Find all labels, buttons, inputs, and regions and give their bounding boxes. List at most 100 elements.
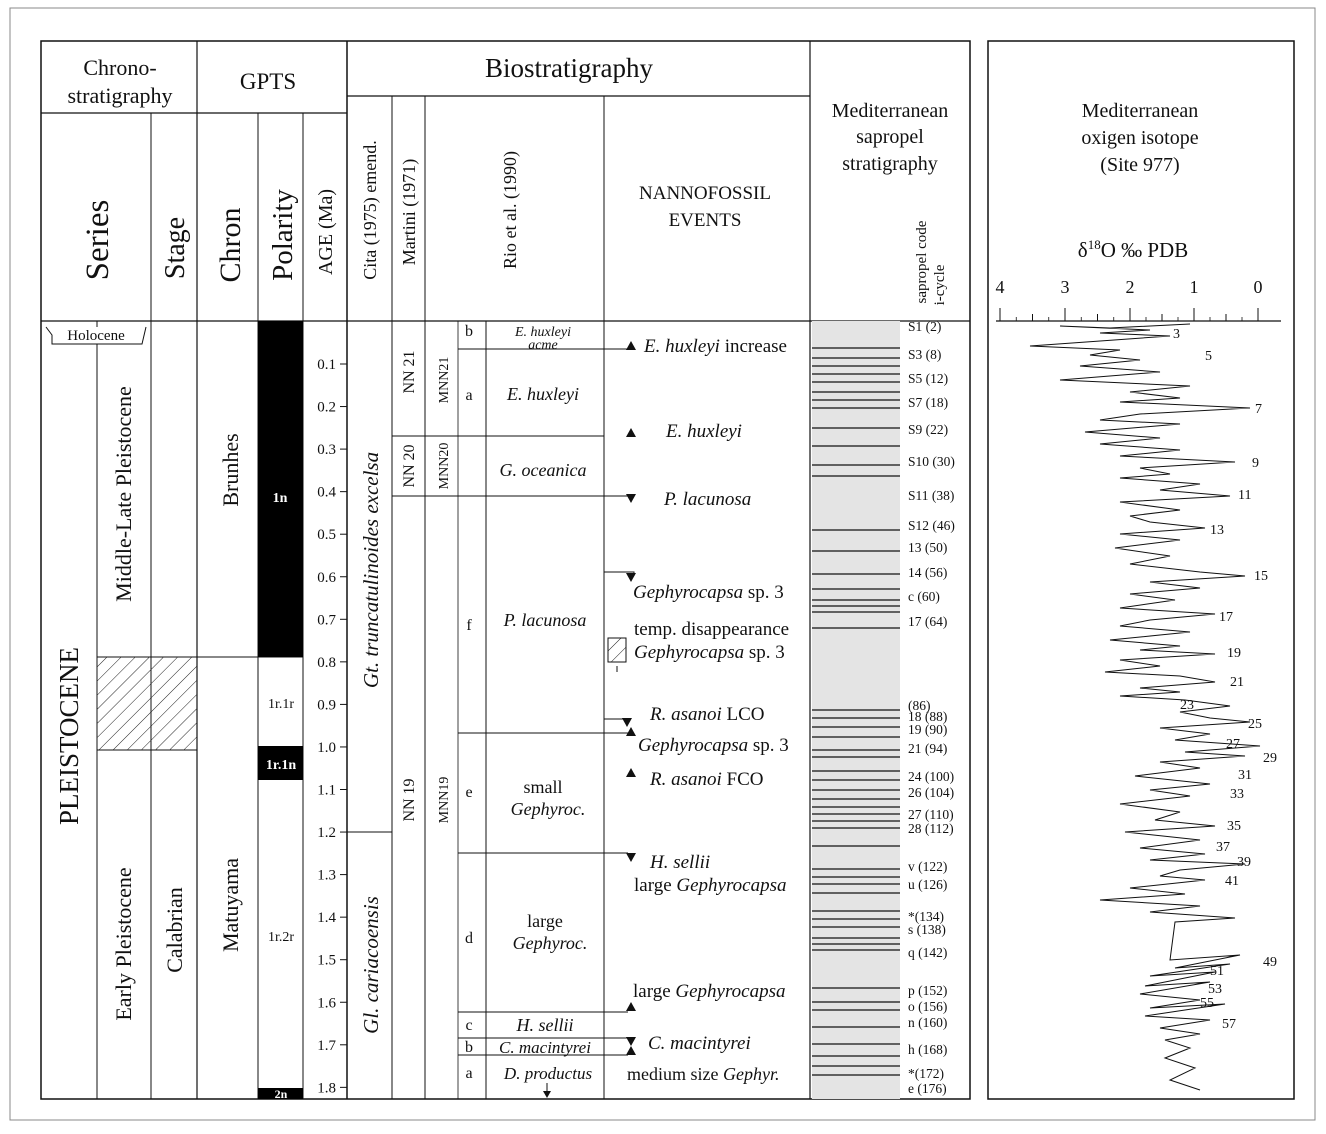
isotope-stage-labels: 3579111315171921232527293133353739414951… [1173,327,1277,1032]
sapropel-label: 18 (88) [908,709,947,724]
sapropel-label: p (152) [908,983,947,998]
header-polarity: Polarity [267,189,299,281]
middle-late-pleistocene-label: Middle-Late Pleistocene [111,386,136,602]
temp-disappearance-box [607,637,627,663]
event-asanoi-fco: R. asanoi FCO [649,769,764,790]
isotope-stage-label: 57 [1222,1017,1236,1032]
sapropel-label: h (168) [908,1042,947,1057]
isotope-stage-label: 31 [1238,768,1252,783]
holocene-label: Holocene [67,328,125,344]
sapropel-label: 27 (110) [908,807,954,822]
event-sellii-lo: H. sellii [649,852,710,873]
isotope-stage-label: 39 [1237,855,1251,870]
sapropel-label: S12 (46) [908,518,955,533]
age-tick-label: 0.8 [317,655,336,671]
age-tick-label: 0.3 [317,442,336,458]
polarity-block-1n [258,321,303,657]
isotope-stage-label: 5 [1205,349,1212,364]
sapropel-label: s (138) [908,922,946,937]
mnn-21: MNN21 [437,357,452,404]
header-sapropel-1: Mediterranean [832,100,949,122]
event-arrow [626,428,636,437]
age-tick-label: 1.7 [317,1038,336,1054]
header-biostratigraphy: Biostratigraphy [485,53,653,83]
martini-nn20: NN 20 [401,444,418,487]
polarity-label-1n: 1n [273,491,288,506]
isotope-stage-label: 21 [1230,675,1244,690]
polarity-label-1r2r: 1r.2r [268,930,294,945]
chron-brunhes: Brunhes [218,433,243,506]
rio-letter-f: f [466,617,472,634]
table-frame [40,40,971,1100]
rio-zone-lacunosa: P. lacunosa [503,610,587,630]
age-tick-label: 1.4 [317,910,336,926]
rio-zone-macintyrei: C. macintyrei [499,1038,591,1057]
isotope-stage-label: 37 [1216,840,1230,855]
event-macintyrei-lo: C. macintyrei [648,1033,751,1054]
age-tick-label: 0.9 [317,697,336,713]
isotope-axis-label: δ18O ‰ PDB [1078,237,1188,262]
event-arrow [626,1037,636,1046]
age-tick-label: 1.5 [317,953,336,969]
rio-letter-d: d [465,930,473,947]
isotope-axis: 4 3 2 1 0 [996,277,1281,322]
rio-letter-e: e [465,784,472,801]
header-sapropel-code: sapropel code [914,220,930,303]
age-tick-label: 1.6 [317,995,336,1011]
age-tick-label: 1.8 [317,1080,336,1096]
header-chron: Chron [214,208,247,283]
isotope-stage-label: 7 [1255,402,1262,417]
isotope-stage-label: 33 [1230,787,1244,802]
isotope-stage-label: 41 [1225,874,1239,889]
martini-nn19: NN 19 [401,778,418,821]
calabrian-label: Calabrian [162,887,187,973]
age-tick-label: 1.3 [317,868,336,884]
isotope-stage-label: 51 [1210,964,1224,979]
foram-zone-excelsa: Gt. truncatulinoides excelsa [359,452,383,688]
event-asanoi-lco: R. asanoi LCO [649,704,765,725]
figure-frame [9,7,1316,1121]
isotope-tick-label: 0 [1254,277,1263,297]
isotope-stage-label: 13 [1210,523,1224,538]
boundary-hatch [97,657,197,750]
isotope-stage-label: 49 [1263,955,1277,970]
isotope-tick-label: 2 [1126,277,1135,297]
header-chrono-2: stratigraphy [67,83,172,108]
isotope-stage-label: 55 [1200,996,1214,1011]
event-arrow [626,853,636,862]
header-age: AGE (Ma) [315,189,337,275]
sapropel-label: S5 (12) [908,371,948,386]
sapropel-label: S10 (30) [908,454,955,469]
event-arrows [604,341,636,1055]
sapropel-label: 19 (90) [908,722,947,737]
event-arrow [622,718,632,727]
mnn-20: MNN20 [437,443,452,490]
event-huxleyi-increase: E. huxleyi increase [643,336,787,357]
event-arrow [626,727,636,736]
header-icycle: i-cycle [932,264,948,305]
sapropel-label: e (176) [908,1081,947,1096]
sapropel-labels: S1 (2) S3 (8) S5 (12) S7 (18) S9 (22) S10 (30… [908,319,955,1096]
event-arrow [626,1002,636,1011]
age-tick-label: 0.5 [317,527,336,543]
polarity-label-1r1n: 1r.1n [266,758,296,773]
rio-zone-small: small [524,777,563,797]
martini-nn21: NN 21 [401,350,418,393]
isotope-stage-label: 53 [1208,982,1222,997]
header-gpts: GPTS [240,69,296,94]
rio-zone-small-gephyroc: Gephyroc. [511,799,586,819]
age-tick-label: 1.0 [317,740,336,756]
rio-zone-sellii: H. sellii [516,1015,574,1035]
rio-zone-productus: D. productus [503,1064,593,1083]
isotope-stage-label: 17 [1219,610,1233,625]
sapropel-label: 26 (104) [908,785,954,800]
isotope-stage-label: 27 [1226,737,1240,752]
event-gephyrocapsa-sp3-upper: Gephyrocapsa sp. 3 [633,582,784,603]
sapropel-label: v (122) [908,859,947,874]
sapropel-label: S3 (8) [908,347,941,362]
sapropel-label: n (160) [908,1015,947,1030]
sapropel-label: q (142) [908,945,947,960]
header-stage: Stage [160,217,191,279]
isotope-stage-label: 3 [1173,327,1180,342]
